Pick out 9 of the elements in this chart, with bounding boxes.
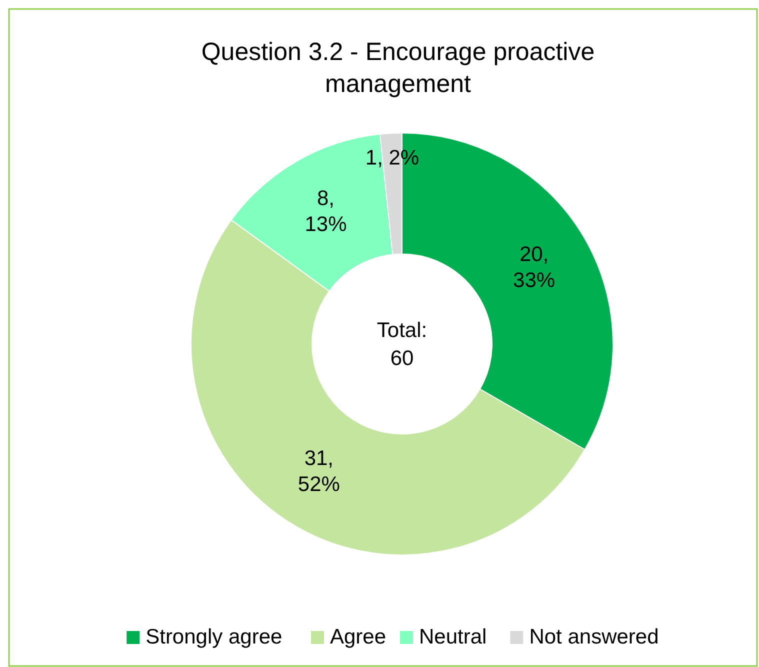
chart-title: Question 3.2 - Encourage proactive management xyxy=(201,38,595,98)
legend-label: Neutral xyxy=(419,626,487,649)
legend-label: Not answered xyxy=(529,626,659,649)
legend-label: Agree xyxy=(330,626,386,649)
data-label: 8, 13% xyxy=(304,186,347,236)
data-label: 20, 33% xyxy=(513,242,556,292)
text: Total: 60 xyxy=(376,318,428,370)
legend-label: Strongly agree xyxy=(146,626,282,649)
data-label: 31, 52% xyxy=(298,446,340,496)
